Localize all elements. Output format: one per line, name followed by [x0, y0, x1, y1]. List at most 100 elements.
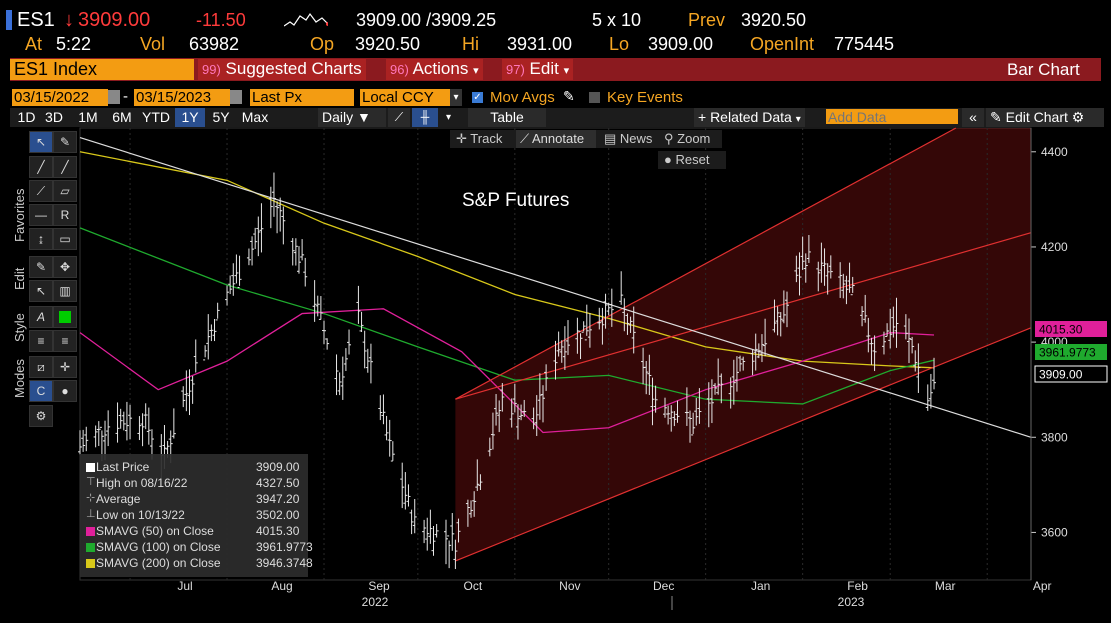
- y-tick-label: 3800: [1041, 430, 1068, 444]
- start-date-field[interactable]: 03/15/2022: [12, 89, 108, 106]
- color-mode-icon[interactable]: ●: [53, 380, 77, 402]
- price-bar: [325, 338, 330, 350]
- track-button[interactable]: ✛ Track: [456, 130, 502, 148]
- brush-tool-icon[interactable]: ✎: [29, 256, 53, 278]
- price-bar: [387, 419, 392, 457]
- price-bar: [146, 407, 151, 445]
- edit-button[interactable]: 97) Edit ▾: [502, 59, 574, 80]
- legend-value: 3947.20: [256, 492, 300, 506]
- range-button-max[interactable]: Max: [241, 109, 269, 125]
- move-tool-icon[interactable]: ✥: [53, 256, 77, 278]
- edit-chart-button[interactable]: ✎ Edit Chart ⚙: [986, 108, 1104, 127]
- price-label-box: [1035, 321, 1107, 337]
- price-bar: [121, 411, 126, 431]
- price-bar: [434, 523, 439, 538]
- period-select[interactable]: Daily ▼: [318, 108, 386, 127]
- range-button-5y[interactable]: 5Y: [212, 109, 230, 125]
- range-button-ytd[interactable]: YTD: [142, 109, 170, 125]
- mov-avgs-checkbox[interactable]: ✓: [472, 92, 483, 103]
- price-bar: [487, 437, 492, 457]
- price-bar: [250, 236, 255, 266]
- security-field[interactable]: ES1 Index: [10, 59, 194, 80]
- news-button[interactable]: ▤ News: [604, 130, 652, 148]
- rect-tool-icon[interactable]: ▭: [53, 228, 77, 250]
- price-bar: [359, 311, 364, 333]
- legend-value: 4015.30: [256, 524, 300, 538]
- hline-tool-icon[interactable]: —: [29, 204, 53, 226]
- mov-avgs-label[interactable]: Mov Avgs: [490, 89, 555, 106]
- line-chart-icon[interactable]: ⟋: [388, 108, 410, 127]
- price-bar: [597, 307, 602, 330]
- trend-tool-icon[interactable]: ⟋: [29, 180, 53, 202]
- key-events-checkbox[interactable]: [589, 92, 600, 103]
- pattern-icon[interactable]: ⧄: [29, 356, 53, 378]
- gear-icon: ⚙: [1071, 109, 1085, 125]
- zoom-icon: ⚲: [664, 131, 674, 146]
- pencil-icon[interactable]: ✎: [563, 88, 575, 104]
- line-style-icon[interactable]: ≡: [53, 330, 77, 352]
- end-date-field[interactable]: 03/15/2023: [134, 89, 230, 106]
- related-data-button[interactable]: + Related Data ▾: [694, 108, 805, 127]
- ray-tool-icon[interactable]: ╱: [53, 156, 77, 178]
- gear-icon[interactable]: ⚙: [29, 405, 53, 427]
- legend-value: 4327.50: [256, 476, 300, 490]
- security-label: ES1 Index: [14, 59, 98, 79]
- annotate-button[interactable]: ⟋ Annotate: [516, 130, 596, 148]
- trend-line: [79, 136, 1032, 438]
- y-tick-label: 4200: [1041, 240, 1068, 254]
- chevron-down-icon[interactable]: ▾: [446, 112, 452, 123]
- collapse-icon[interactable]: «: [962, 108, 984, 127]
- select-tool-icon[interactable]: ↖: [29, 280, 53, 302]
- calendar-icon[interactable]: [108, 90, 120, 104]
- sidebar-tab-favorites[interactable]: Favorites: [10, 158, 28, 248]
- actions-button[interactable]: 96) Actions ▾: [386, 59, 483, 80]
- range-button-1d[interactable]: 1D: [17, 109, 36, 125]
- magnet-icon[interactable]: C: [29, 380, 53, 402]
- add-data-input[interactable]: [826, 109, 958, 124]
- trash-icon[interactable]: ▥: [53, 280, 77, 302]
- fib-tool-icon[interactable]: ↨: [29, 228, 53, 250]
- price-bar: [381, 394, 386, 425]
- price-bar: [390, 441, 395, 462]
- range-button-3d[interactable]: 3D: [45, 109, 63, 125]
- bar-chart-icon[interactable]: ╫: [412, 108, 438, 127]
- calendar-icon[interactable]: [230, 90, 242, 104]
- crosshair-mode-icon[interactable]: ✛: [53, 356, 77, 378]
- table-button[interactable]: Table: [468, 108, 546, 127]
- color-swatch-icon[interactable]: [53, 306, 77, 328]
- suggested-charts-button[interactable]: 99) Suggested Charts: [198, 59, 366, 80]
- pen-tool-icon[interactable]: ✎: [53, 131, 77, 153]
- reset-button[interactable]: ● Reset: [658, 151, 726, 169]
- key-events-label[interactable]: Key Events: [607, 89, 683, 106]
- legend-value: 3909.00: [256, 460, 300, 474]
- price-bar: [688, 410, 693, 443]
- zoom-button[interactable]: ⚲ Zoom: [664, 130, 710, 148]
- field-select[interactable]: Last Px: [250, 89, 354, 106]
- chevron-down-icon[interactable]: ▾: [450, 89, 462, 106]
- line-weight-icon[interactable]: ≡: [29, 330, 53, 352]
- range-button-1m[interactable]: 1M: [78, 109, 98, 125]
- crosshair-icon: ✛: [456, 131, 467, 146]
- ticker[interactable]: ES1: [17, 9, 55, 31]
- sidebar-tab-modes[interactable]: Modes: [10, 354, 28, 400]
- line-tool-icon[interactable]: ╱: [29, 156, 53, 178]
- cursor-tool-icon[interactable]: ↖: [29, 131, 53, 153]
- x-tick-label: Jan: [751, 579, 770, 593]
- range-button-1y[interactable]: 1Y: [175, 108, 205, 127]
- price-bar: [675, 400, 680, 423]
- price-bar: [622, 298, 627, 332]
- legend-swatch: [86, 559, 95, 568]
- sidebar-tab-edit[interactable]: Edit: [10, 256, 28, 296]
- price-bar: [206, 314, 211, 360]
- range-button-6m[interactable]: 6M: [112, 109, 132, 125]
- channel-tool-icon[interactable]: ▱: [53, 180, 77, 202]
- currency-select[interactable]: Local CCY: [360, 89, 452, 106]
- range-buttons: 1D 3D 1M 6M YTD 1Y 5Y Max: [14, 108, 273, 127]
- prev-label: Prev: [688, 10, 726, 30]
- price-bar: [140, 413, 145, 447]
- text-tool-icon[interactable]: R: [53, 204, 77, 226]
- sidebar-tab-style[interactable]: Style: [10, 304, 28, 344]
- price-bar: [400, 462, 405, 509]
- font-style-icon[interactable]: A: [29, 306, 53, 328]
- price-bar: [734, 356, 739, 392]
